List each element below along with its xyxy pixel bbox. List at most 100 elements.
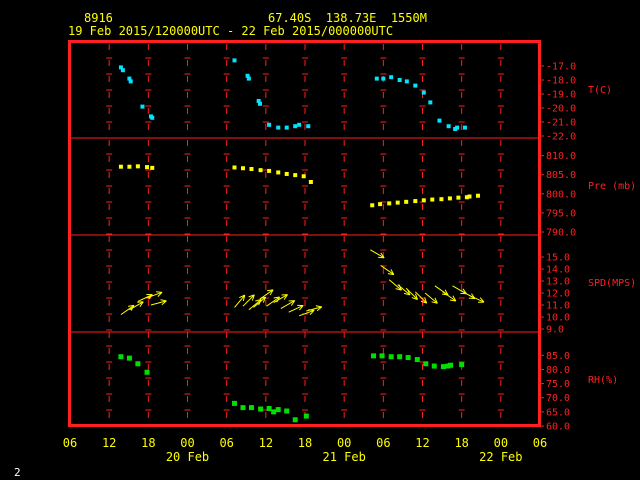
wind-arrow-shaft (469, 294, 485, 303)
pressure-y-tick-label: 810.0 (546, 151, 576, 162)
pressure-point (447, 196, 452, 201)
wind-arrow (370, 249, 385, 259)
wind-arrow-shaft (380, 264, 395, 275)
data-marks (118, 58, 485, 423)
wind-arrow-shaft (137, 294, 153, 302)
wind-arrow (129, 301, 144, 311)
temp-point (306, 124, 311, 129)
wind-arrow-head (315, 305, 322, 308)
rh-point (266, 405, 272, 411)
wind-arrow-head (251, 294, 255, 301)
wind-arrow-head (273, 296, 280, 299)
rh-point (445, 363, 451, 369)
wind-arrow (146, 291, 163, 299)
wind-arrow (380, 264, 395, 276)
wind-arrow-shaft (288, 304, 304, 313)
pressure-point (430, 197, 435, 202)
wind-arrow-head (267, 289, 274, 292)
wind-arrow-head (404, 292, 411, 296)
wind-arrow (248, 299, 262, 311)
x-tick-label: 00 (180, 436, 194, 450)
wind-arrow-head (242, 295, 246, 302)
time-period: 19 Feb 2015/120000UTC - 22 Feb 2015/0000… (68, 24, 393, 38)
pressure-y-tick-label: 800.0 (546, 189, 576, 200)
x-tick-label: 06 (533, 436, 547, 450)
wind-y-tick-label: 11.0 (546, 301, 570, 312)
temp-point (293, 124, 298, 129)
temp-point (374, 76, 379, 81)
wind-arrow (306, 305, 323, 312)
temp-point (413, 83, 418, 88)
wind-arrow-head (452, 295, 457, 302)
wind-arrow-head (415, 293, 418, 300)
wind-arrow (424, 292, 438, 304)
wind-arrow-head (424, 297, 428, 304)
temp-point (397, 78, 402, 82)
pressure-point (145, 165, 150, 170)
pressure-point (293, 173, 298, 178)
wind-arrow-head (156, 291, 163, 293)
wind-y-tick-label: 9.0 (546, 325, 564, 336)
rh-point (118, 354, 124, 360)
rh-y-tick-label: 65.0 (546, 407, 570, 418)
pressure-point (135, 164, 140, 169)
wind-arrow-shaft (442, 291, 457, 302)
wind-arrow (442, 291, 457, 302)
wind-arrow-shaft (120, 305, 135, 316)
rh-point (405, 355, 411, 361)
temp-point (404, 79, 409, 84)
temp-point (381, 76, 386, 81)
axes-labels: 06 12 18 00 06 12 18 00 06 12 18 00 06 20 Feb 21 Feb 22… (63, 62, 636, 465)
temp-point (267, 122, 272, 127)
rh-point (284, 408, 290, 414)
x-tick-label: 00 (494, 436, 508, 450)
wind-arrow-shaft (259, 289, 274, 300)
pressure-point (150, 165, 155, 170)
temp-point (245, 73, 250, 78)
wind-arrow (150, 299, 167, 306)
pressure-point (456, 195, 461, 200)
wind-arrow (137, 294, 153, 302)
temp-axis-label: T(C) (588, 85, 612, 96)
pressure-axis-label: Pre (mb) (588, 181, 636, 192)
wind-arrow-shaft (424, 292, 438, 304)
x-tick-label: 12 (102, 436, 116, 450)
wind-arrow-head (262, 296, 267, 303)
wind-axis-label: SPD(MPS) (588, 278, 636, 289)
temp-point (421, 90, 426, 95)
temp-point (232, 58, 237, 63)
pressure-point (127, 164, 132, 169)
rh-point (232, 400, 237, 406)
wind-arrow-shaft (129, 301, 144, 311)
pressure-point (308, 179, 313, 184)
rh-point (258, 406, 264, 412)
temp-y-tick-label: -21.0 (546, 118, 576, 129)
rh-point (440, 364, 446, 370)
x-tick-label: 18 (454, 436, 468, 450)
wind-arrow-shaft (273, 294, 288, 304)
wind-arrow-head (248, 294, 255, 298)
wind-arrow-head (444, 289, 449, 296)
temp-point (128, 79, 133, 84)
wind-y-tick-label: 13.0 (546, 277, 570, 288)
pressure-point (232, 165, 237, 170)
pressure-point (301, 174, 306, 179)
x-date-label: 22 Feb (479, 450, 522, 464)
wind-arrow-shaft (405, 287, 418, 300)
wind-y-tick-label: 10.0 (546, 313, 570, 324)
temp-point (437, 118, 442, 123)
temp-point (127, 76, 132, 81)
pressure-point (258, 168, 263, 173)
pressure-point (267, 168, 272, 173)
rh-point (271, 409, 277, 415)
wind-arrow-head (390, 269, 395, 275)
x-tick-label: 06 (219, 436, 233, 450)
temp-point (428, 100, 433, 105)
wind-arrow (273, 294, 288, 304)
wind-y-tick-label: 14.0 (546, 265, 570, 276)
wind-arrow (280, 300, 296, 310)
rh-point (448, 362, 454, 368)
wind-y-tick-label: 15.0 (546, 253, 570, 264)
wind-arrow (414, 291, 428, 304)
temp-y-tick-label: -20.0 (546, 104, 576, 115)
